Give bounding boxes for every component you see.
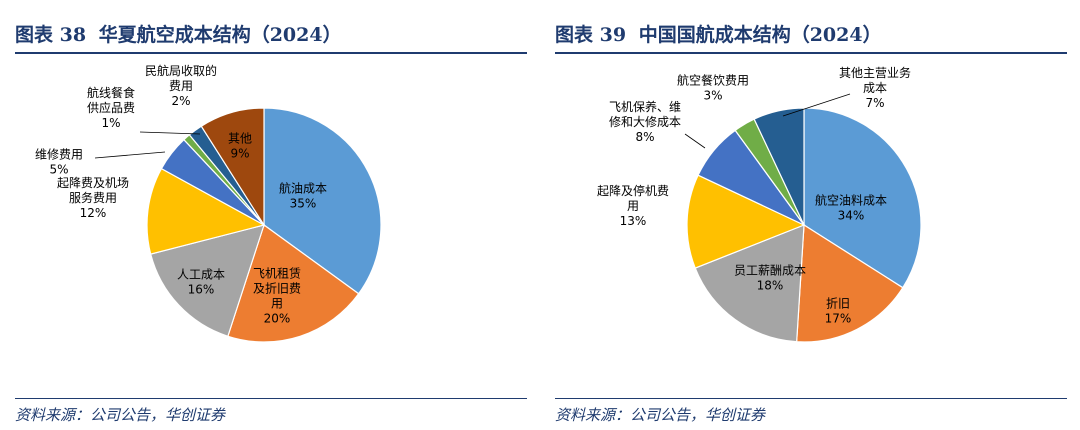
slice-name-label: 折旧 (826, 296, 850, 311)
slice-name-label: 人工成本 (177, 268, 225, 282)
slice-name-label: 用 (271, 297, 283, 311)
slice-value-label: 34% (838, 209, 865, 223)
pie-slice (686, 174, 806, 269)
slice-name-label: 用 (627, 199, 639, 213)
slice-name-label: 其他主营业务 (839, 65, 911, 80)
pie-chart-huaxia: 航油成本35%飞机租赁及折旧费用20%人工成本16%起降费及机场服务费用12%维… (35, 63, 382, 343)
slice-value-label: 18% (757, 279, 784, 293)
source-note: 资料来源：公司公告，华创证券 (15, 406, 226, 424)
slice-name-label: 其他 (228, 132, 252, 146)
leader-line (782, 93, 851, 117)
title-rule (15, 52, 527, 54)
source-rule (15, 398, 527, 399)
figure-label: 图表 38 (15, 24, 87, 46)
slice-value-label: 16% (188, 283, 215, 297)
slice-name-label: 飞机保养、维 (609, 99, 681, 114)
slice-name-label: 航空餐饮费用 (677, 73, 749, 88)
slice-value-label: 13% (620, 214, 647, 228)
pie-slice (146, 167, 266, 255)
slice-name-label: 航线餐食 (87, 85, 135, 100)
slice-name-label: 费用 (169, 79, 193, 93)
slice-name-label: 供应品费 (87, 100, 135, 115)
slice-value-label: 2% (171, 94, 190, 108)
slice-name-label: 航空油料成本 (815, 193, 887, 208)
slice-name-label: 修和大修成本 (609, 114, 681, 129)
slice-name-label: 航油成本 (279, 181, 327, 196)
pie-slice (694, 224, 805, 343)
slice-value-label: 1% (101, 116, 120, 130)
leader-line (139, 131, 201, 135)
pie-slice (753, 107, 805, 226)
slice-name-label: 起降及停机费 (597, 183, 669, 198)
pie-slice (149, 224, 265, 338)
pie-slice (200, 107, 265, 228)
source-note: 资料来源：公司公告，华创证券 (555, 406, 766, 424)
pie-slice (796, 223, 904, 343)
slice-value-label: 12% (80, 206, 107, 220)
slice-name-label: 起降费及机场 (57, 176, 129, 190)
slice-value-label: 7% (865, 96, 884, 110)
slice-value-label: 20% (264, 312, 291, 326)
figure-caption: 中国国航成本结构（2024） (638, 24, 882, 46)
figure-title: 图表 38 华夏航空成本结构（2024） (15, 20, 342, 47)
slice-value-label: 35% (290, 197, 317, 211)
pie-slice (263, 107, 382, 295)
leader-line (684, 133, 706, 149)
slice-value-label: 3% (703, 89, 722, 103)
slice-name-label: 员工薪酬成本 (734, 264, 806, 278)
source-rule (555, 398, 1067, 399)
figure-39-panel: 图表 39 中国国航成本结构（2024） 航空油料成本 34% 折旧 17% 员工薪酬成… (555, 0, 1080, 430)
slice-value-label: 9% (230, 147, 249, 161)
slice-name-label: 及折旧费 (253, 281, 301, 296)
figure-title: 图表 39 中国国航成本结构（2024） (555, 20, 882, 47)
slice-value-label: 8% (635, 130, 654, 144)
slice-label: 其他9% (228, 132, 252, 161)
title-rule (555, 52, 1067, 54)
slice-name-label: 民航局收取的 (145, 63, 217, 78)
pie-slice (803, 107, 922, 289)
slice-name-label: 服务费用 (69, 190, 117, 205)
figure-38-panel: 图表 38 华夏航空成本结构（2024） 航油成本 35% 飞机租赁 及折旧费用 20%… (15, 0, 540, 430)
slice-value-label: 5% (49, 163, 68, 177)
slice-value-label: 17% (825, 312, 852, 326)
figure-label: 图表 39 (555, 24, 627, 46)
slice-name-label: 成本 (863, 81, 887, 95)
leader-line (94, 151, 166, 159)
figure-caption: 华夏航空成本结构（2024） (98, 24, 342, 46)
pie-slice (227, 224, 360, 343)
slice-name-label: 维修费用 (35, 147, 83, 162)
slice-name-label: 飞机租赁 (253, 267, 301, 281)
